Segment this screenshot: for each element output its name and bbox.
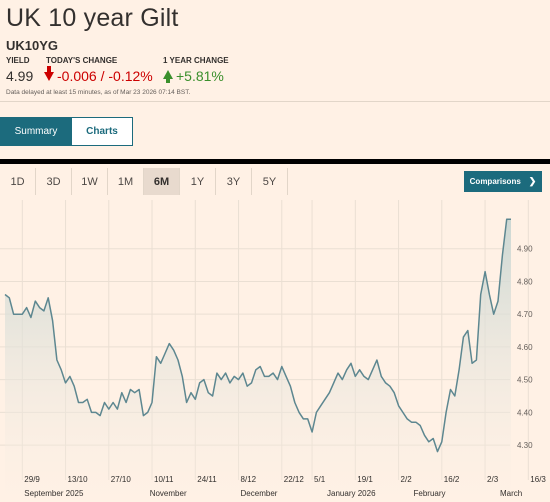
year-change-label: 1 YEAR CHANGE [163, 56, 229, 65]
y-tick-label: 4.70 [517, 310, 533, 319]
data-delay-notice: Data delayed at least 15 minutes, as of … [6, 89, 191, 96]
todays-change: -0.006 / -0.12% [44, 65, 153, 84]
period-3y[interactable]: 3Y [216, 168, 252, 195]
page-title: UK 10 year Gilt [6, 4, 179, 32]
arrow-down-icon [44, 65, 54, 81]
period-1y[interactable]: 1Y [180, 168, 216, 195]
divider [0, 101, 550, 102]
y-tick-label: 4.30 [517, 441, 533, 450]
y-tick-label: 4.60 [517, 343, 533, 352]
view-tabs: Summary Charts [0, 117, 133, 146]
section-divider [0, 159, 550, 164]
y-tick-label: 4.80 [517, 277, 533, 286]
arrow-up-icon [163, 69, 173, 83]
ticker-symbol: UK10YG [6, 38, 59, 53]
year-change: +5.81% [163, 68, 224, 84]
price-chart-svg: 4.30 4.40 4.50 4.60 4.70 4.80 4.90 29/9 13/10 27… [0, 200, 546, 502]
month-label: January 2026 [327, 489, 376, 498]
x-tick-label: 8/12 [241, 475, 257, 484]
period-selector: 1D 3D 1W 1M 6M 1Y 3Y 5Y [0, 168, 288, 195]
x-tick-label: 29/9 [24, 475, 40, 484]
y-tick-label: 4.50 [517, 376, 533, 385]
x-tick-label: 16/3 [530, 475, 546, 484]
period-1m[interactable]: 1M [108, 168, 144, 195]
x-tick-label: 5/1 [314, 475, 326, 484]
todays-change-label: TODAY'S CHANGE [46, 56, 118, 65]
yield-label: YIELD [6, 56, 30, 65]
month-label: February [414, 489, 446, 498]
year-change-value: +5.81% [176, 68, 224, 84]
period-1w[interactable]: 1W [72, 168, 108, 195]
period-6m[interactable]: 6M [144, 168, 180, 195]
chevron-right-icon: ❯ [528, 176, 537, 186]
month-label: September 2025 [24, 489, 84, 498]
month-label: November [150, 489, 187, 498]
month-label: March [500, 489, 522, 498]
x-tick-label: 10/11 [154, 475, 174, 484]
x-tick-label: 13/10 [68, 475, 89, 484]
series-line [4, 218, 511, 453]
x-tick-label: 27/10 [111, 475, 132, 484]
x-tick-label: 19/1 [357, 475, 373, 484]
tab-charts[interactable]: Charts [72, 117, 133, 146]
period-5y[interactable]: 5Y [252, 168, 288, 195]
price-chart[interactable]: 4.30 4.40 4.50 4.60 4.70 4.80 4.90 29/9 13/10 27… [0, 200, 550, 502]
y-tick-label: 4.90 [517, 245, 533, 254]
x-tick-label: 2/2 [401, 475, 413, 484]
tab-summary[interactable]: Summary [0, 117, 72, 146]
period-1d[interactable]: 1D [0, 168, 36, 195]
yield-value: 4.99 [6, 68, 34, 84]
x-tick-label: 24/11 [197, 475, 217, 484]
comparisons-label: Comparisons [469, 177, 521, 186]
x-tick-label: 22/12 [284, 475, 305, 484]
x-tick-label: 16/2 [444, 475, 460, 484]
period-3d[interactable]: 3D [36, 168, 72, 195]
month-label: December [241, 489, 278, 498]
y-tick-label: 4.40 [517, 408, 533, 417]
todays-change-value: -0.006 / -0.12% [57, 68, 153, 84]
comparisons-button[interactable]: Comparisons ❯ [464, 171, 542, 192]
x-tick-label: 2/3 [487, 475, 499, 484]
area-fill [5, 219, 511, 502]
